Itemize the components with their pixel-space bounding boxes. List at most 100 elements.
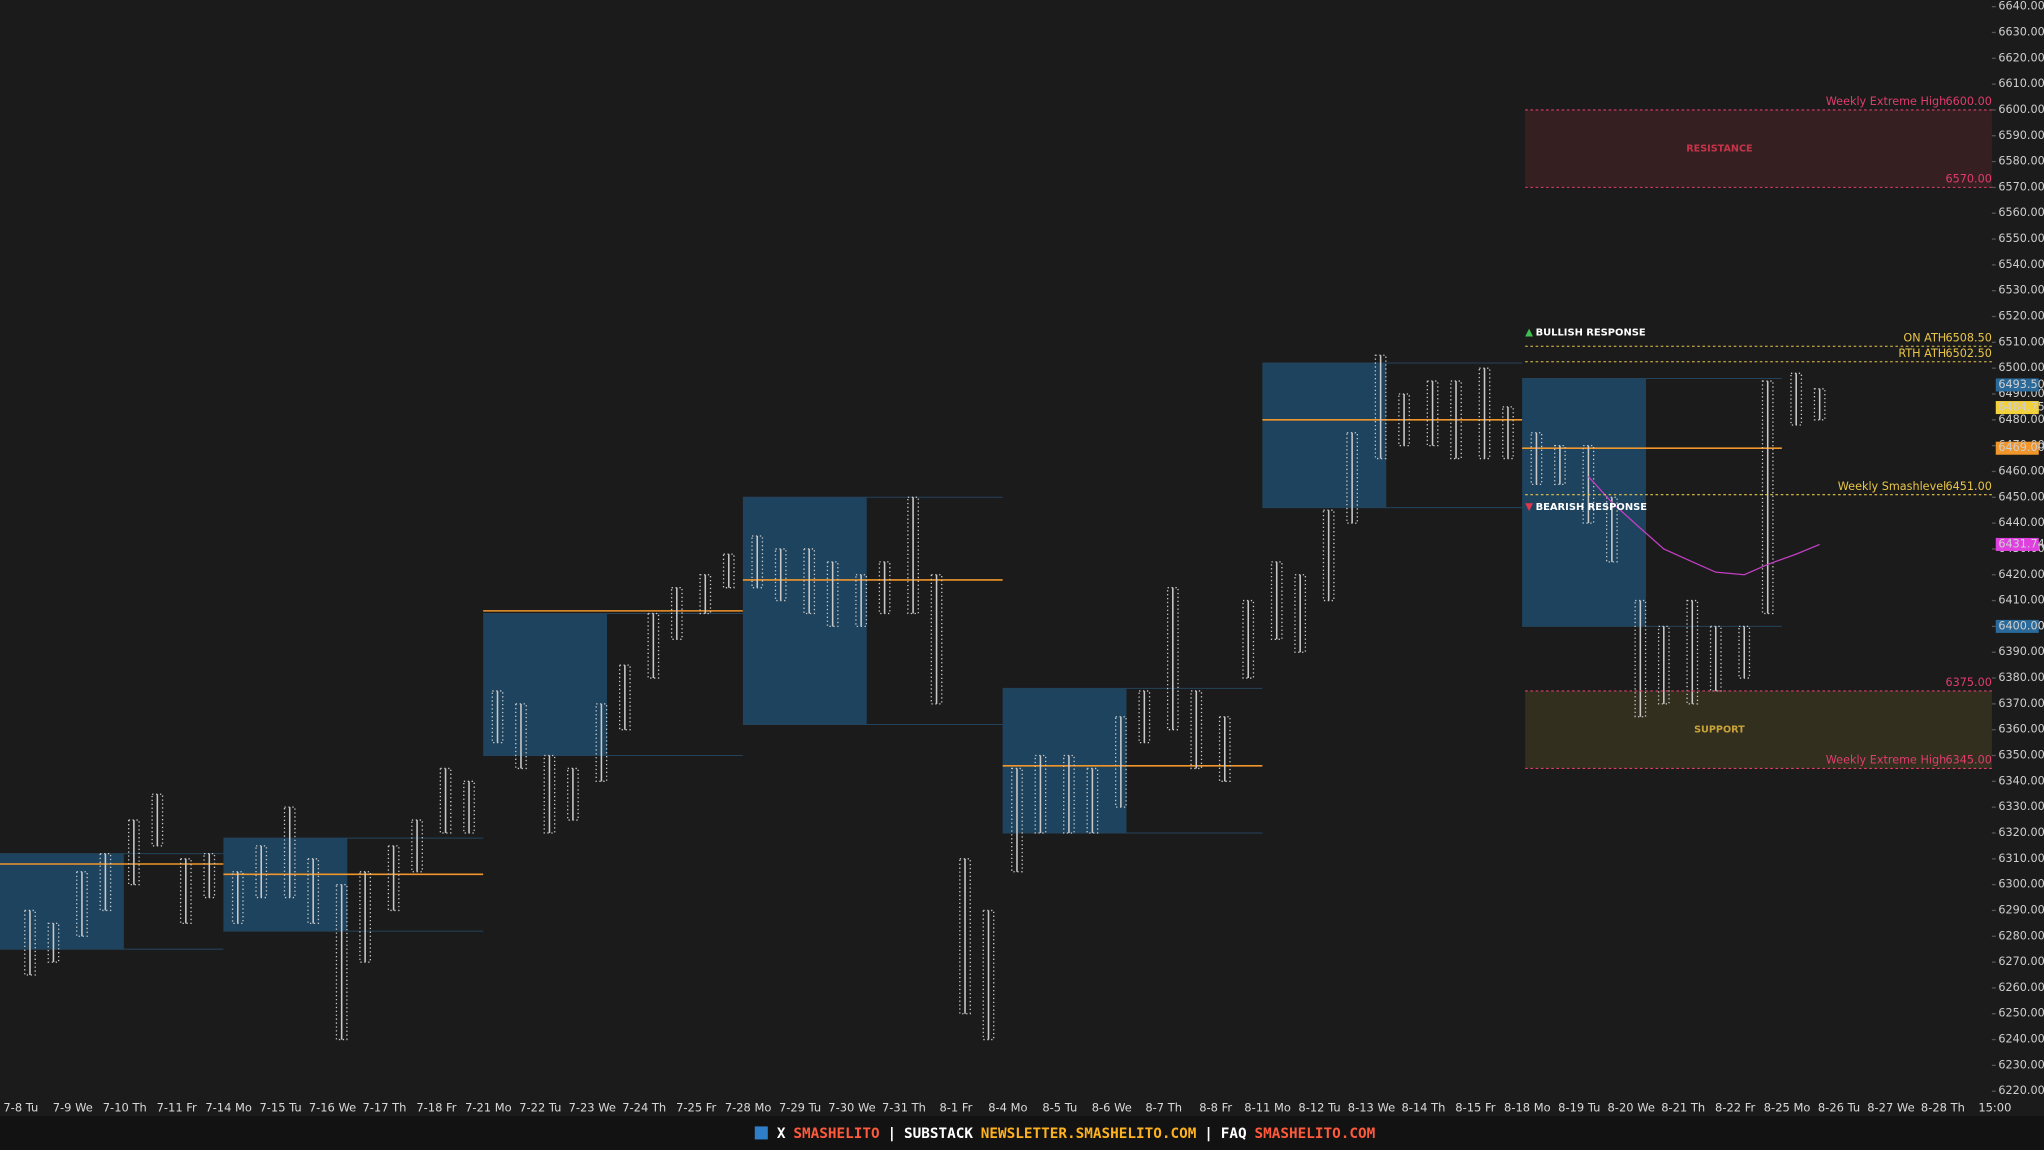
price-tag bbox=[1995, 378, 2039, 392]
value-area bbox=[1262, 363, 1387, 508]
y-tick-label: 6570.00 bbox=[1998, 180, 2044, 193]
x-tick-label: 7-24 Th bbox=[622, 1101, 666, 1115]
y-tick-label: 6640.00 bbox=[1998, 0, 2044, 13]
zone-label: RESISTANCE bbox=[1686, 144, 1752, 155]
x-tick-label: 8-15 Fr bbox=[1455, 1101, 1495, 1115]
x-tick-label: 7-21 Mo bbox=[465, 1101, 512, 1115]
y-tick-label: 6530.00 bbox=[1998, 284, 2044, 297]
level-name: RTH ATH bbox=[1898, 347, 1946, 360]
y-tick-label: 6310.00 bbox=[1998, 852, 2044, 865]
value-area bbox=[1522, 378, 1646, 627]
footer-item[interactable]: SUBSTACK bbox=[904, 1126, 973, 1142]
x-tick-label: 7-10 Th bbox=[103, 1101, 147, 1115]
y-tick-label: 6480.00 bbox=[1998, 413, 2044, 426]
x-tick-label: 8-19 Tu bbox=[1558, 1101, 1600, 1115]
x-tick-label: 7-29 Tu bbox=[779, 1101, 821, 1115]
y-tick-label: 6280.00 bbox=[1998, 929, 2044, 942]
y-tick-label: 6460.00 bbox=[1998, 464, 2044, 477]
footer-icon bbox=[754, 1126, 768, 1140]
footer-item[interactable]: SMASHELITO.COM bbox=[1254, 1126, 1375, 1142]
x-tick-label: 8-12 Tu bbox=[1298, 1101, 1340, 1115]
x-tick-label: 8-27 We bbox=[1867, 1101, 1914, 1115]
x-tick-label: 7-31 Th bbox=[882, 1101, 926, 1115]
x-tick-label: 8-7 Th bbox=[1145, 1101, 1182, 1115]
footer-item[interactable]: SMASHELITO bbox=[793, 1126, 879, 1142]
y-tick-label: 6620.00 bbox=[1998, 51, 2044, 64]
footer-item: X bbox=[777, 1126, 786, 1142]
x-tick-label: 8-18 Mo bbox=[1504, 1101, 1551, 1115]
x-tick-label: 8-8 Fr bbox=[1199, 1101, 1232, 1115]
x-tick-label: 8-5 Tu bbox=[1042, 1101, 1077, 1115]
level-value: 6451.00 bbox=[1946, 480, 1992, 493]
y-tick-label: 6440.00 bbox=[1998, 516, 2044, 529]
value-area bbox=[742, 497, 867, 725]
price-tag-label: 6484.75 bbox=[1998, 401, 2044, 414]
footer-item: FAQ bbox=[1221, 1126, 1247, 1142]
y-tick-label: 6560.00 bbox=[1998, 206, 2044, 219]
level-name: ON ATH bbox=[1903, 331, 1946, 344]
y-tick-label: 6630.00 bbox=[1998, 25, 2044, 38]
x-tick-label: 8-13 We bbox=[1348, 1101, 1395, 1115]
x-tick-label: 7-9 We bbox=[53, 1101, 93, 1115]
x-tick-label: 7-17 Th bbox=[363, 1101, 407, 1115]
x-tick-label: 7-18 Fr bbox=[416, 1101, 456, 1115]
y-tick-label: 6610.00 bbox=[1998, 77, 2044, 90]
y-tick-label: 6230.00 bbox=[1998, 1058, 2044, 1071]
x-tick-label: 8-6 We bbox=[1092, 1101, 1132, 1115]
x-tick-label: 8-28 Th bbox=[1921, 1101, 1965, 1115]
value-area bbox=[483, 613, 608, 756]
x-tick-label: 8-14 Th bbox=[1401, 1101, 1445, 1115]
value-area bbox=[0, 853, 124, 950]
y-tick-label: 6410.00 bbox=[1998, 594, 2044, 607]
y-tick-label: 6450.00 bbox=[1998, 490, 2044, 503]
y-tick-label: 6270.00 bbox=[1998, 955, 2044, 968]
y-tick-label: 6320.00 bbox=[1998, 826, 2044, 839]
x-tick-label: 8-25 Mo bbox=[1764, 1101, 1811, 1115]
level-value: 6375.00 bbox=[1946, 676, 1992, 689]
level-name: Weekly Extreme High bbox=[1826, 754, 1946, 767]
y-tick-label: 6340.00 bbox=[1998, 774, 2044, 787]
bullish-response: BULLISH RESPONSE bbox=[1536, 328, 1646, 339]
footer-bar bbox=[0, 1115, 2044, 1150]
x-tick-label: 7-28 Mo bbox=[725, 1101, 772, 1115]
y-tick-label: 6590.00 bbox=[1998, 129, 2044, 142]
x-tick-label: 8-4 Mo bbox=[988, 1101, 1027, 1115]
footer-item: | bbox=[887, 1126, 896, 1142]
y-tick-label: 6420.00 bbox=[1998, 568, 2044, 581]
price-tag bbox=[1995, 619, 2039, 633]
y-tick-label: 6370.00 bbox=[1998, 697, 2044, 710]
y-tick-label: 6350.00 bbox=[1998, 749, 2044, 762]
x-tick-label: 8-20 We bbox=[1608, 1101, 1655, 1115]
level-value: 6345.00 bbox=[1946, 754, 1992, 767]
value-area bbox=[223, 838, 348, 932]
vwap-line bbox=[1587, 476, 1820, 576]
level-value: 6600.00 bbox=[1946, 95, 1992, 108]
profiles bbox=[0, 362, 1782, 950]
price-tag-label: 6400.00 bbox=[1998, 619, 2044, 632]
y-tick-label: 6500.00 bbox=[1998, 361, 2044, 374]
bearish-marker bbox=[1525, 503, 1533, 512]
y-tick-label: 6300.00 bbox=[1998, 878, 2044, 891]
y-tick-label: 6580.00 bbox=[1998, 155, 2044, 168]
y-tick-label: 6520.00 bbox=[1998, 310, 2044, 323]
level-value: 6502.50 bbox=[1946, 347, 1992, 360]
y-tick-label: 6360.00 bbox=[1998, 723, 2044, 736]
bearish-response: BEARISH RESPONSE bbox=[1536, 502, 1648, 513]
zone bbox=[1525, 109, 1992, 188]
x-tick-label: 7-16 We bbox=[309, 1101, 356, 1115]
x-tick-label: 7-15 Tu bbox=[259, 1101, 301, 1115]
price-tag bbox=[1995, 441, 2039, 455]
price-tag-label: 6469.00 bbox=[1998, 441, 2044, 454]
x-tick-label: 7-8 Tu bbox=[3, 1101, 38, 1115]
axes: 6640.00 6630.00 6620.00 6610.00 6600.00 6590.… bbox=[3, 0, 2044, 1115]
price-tag-label: 6431.74 bbox=[1998, 537, 2044, 550]
zones: RESISTANCE SUPPORT bbox=[1525, 109, 1992, 769]
y-tick-label: 6550.00 bbox=[1998, 232, 2044, 245]
zone-label: SUPPORT bbox=[1694, 725, 1745, 736]
level-name: Weekly Extreme High bbox=[1826, 95, 1946, 108]
footer-item: NEWSLETTER.SMASHELITO.COM bbox=[981, 1126, 1197, 1142]
x-tick-label: 7-25 Fr bbox=[676, 1101, 716, 1115]
bullish-marker bbox=[1525, 328, 1533, 337]
